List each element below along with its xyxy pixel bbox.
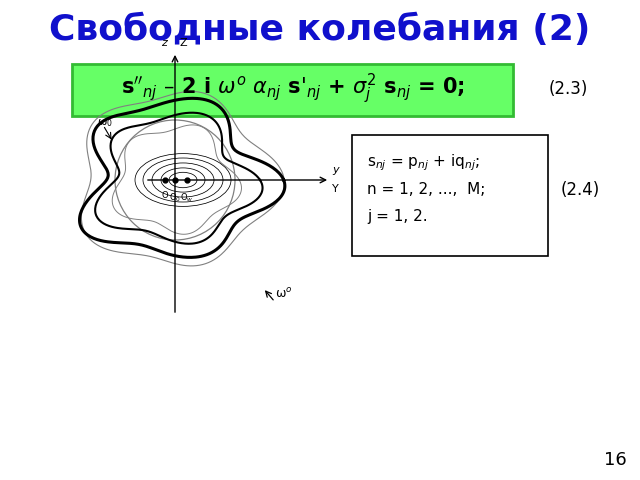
Text: Свободные колебания (2): Свободные колебания (2) (49, 13, 591, 47)
Text: s$_{nj}$ = p$_{nj}$ + iq$_{nj}$;: s$_{nj}$ = p$_{nj}$ + iq$_{nj}$; (367, 153, 480, 173)
FancyBboxPatch shape (72, 64, 513, 116)
Text: (2.3): (2.3) (548, 80, 588, 98)
Text: O$_w$: O$_w$ (180, 191, 194, 204)
Text: ω$^o$: ω$^o$ (275, 287, 292, 301)
Text: 16: 16 (604, 451, 627, 469)
Text: ω$_0$: ω$_0$ (97, 117, 113, 129)
Text: Y: Y (332, 184, 339, 194)
Text: Z: Z (179, 38, 187, 48)
FancyBboxPatch shape (352, 134, 548, 255)
Text: j = 1, 2.: j = 1, 2. (367, 209, 428, 225)
Text: O$_0$: O$_0$ (169, 191, 181, 204)
Text: y: y (332, 165, 339, 175)
Text: O: O (162, 191, 168, 200)
Text: z: z (161, 38, 167, 48)
Text: s$''_{nj}$ – 2 i $\omega^o$ $\alpha_{nj}$ s$'_{nj}$ + $\sigma^2_j$ s$_{nj}$ = 0;: s$''_{nj}$ – 2 i $\omega^o$ $\alpha_{nj}… (121, 72, 464, 106)
Text: (2.4): (2.4) (561, 181, 600, 199)
Text: n = 1, 2, ...,  M;: n = 1, 2, ..., M; (367, 182, 485, 197)
